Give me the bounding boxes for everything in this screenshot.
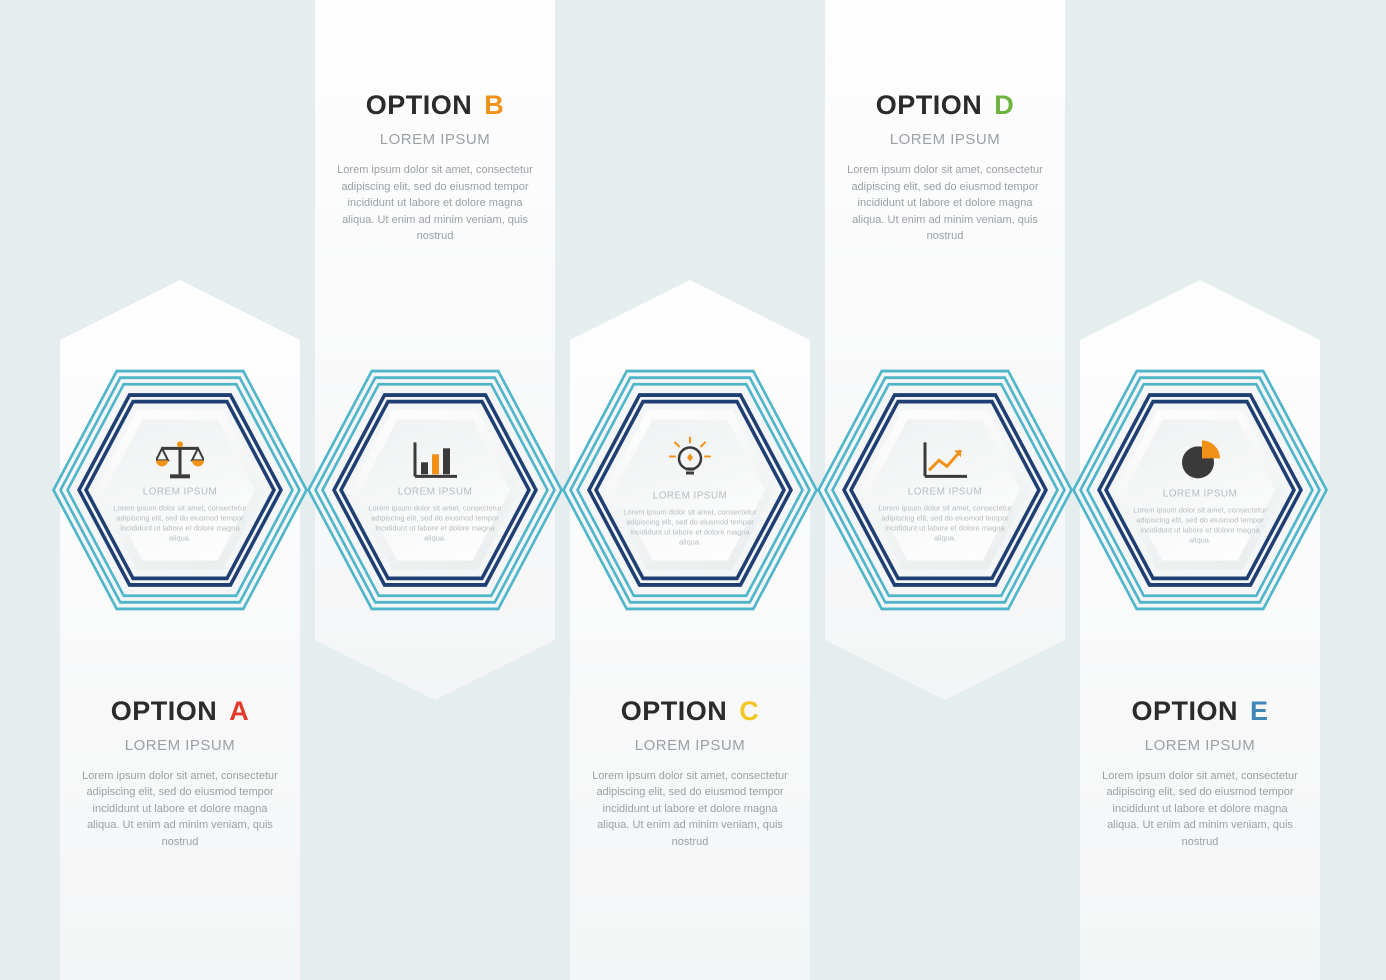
option-body-b: Lorem ipsum dolor sit amet, consectetur … <box>335 162 535 245</box>
option-text-e: OPTION E LOREM IPSUM Lorem ipsum dolor s… <box>1100 696 1300 851</box>
option-column-d: OPTION D LOREM IPSUM Lorem ipsum dolor s… <box>825 0 1065 700</box>
option-title-letter: D <box>994 90 1014 120</box>
option-column-b: OPTION B LOREM IPSUM Lorem ipsum dolor s… <box>315 0 555 700</box>
option-subtitle-b: LOREM IPSUM <box>335 131 535 148</box>
option-subtitle-c: LOREM IPSUM <box>590 737 790 754</box>
option-subtitle-a: LOREM IPSUM <box>80 737 280 754</box>
option-subtitle-d: LOREM IPSUM <box>845 131 1045 148</box>
option-title-e: OPTION E <box>1100 696 1300 727</box>
option-text-a: OPTION A LOREM IPSUM Lorem ipsum dolor s… <box>80 696 280 851</box>
option-title-prefix: OPTION <box>621 696 736 726</box>
option-body-e: Lorem ipsum dolor sit amet, consectetur … <box>1100 768 1300 851</box>
option-text-c: OPTION C LOREM IPSUM Lorem ipsum dolor s… <box>590 696 790 851</box>
option-body-d: Lorem ipsum dolor sit amet, consectetur … <box>845 162 1045 245</box>
option-title-prefix: OPTION <box>1131 696 1246 726</box>
option-title-d: OPTION D <box>845 90 1045 121</box>
option-title-letter: C <box>739 696 759 726</box>
infographic-stage: OPTION A LOREM IPSUM Lorem ipsum dolor s… <box>0 0 1386 980</box>
option-column-a: OPTION A LOREM IPSUM Lorem ipsum dolor s… <box>60 280 300 980</box>
option-title-prefix: OPTION <box>111 696 226 726</box>
option-title-b: OPTION B <box>335 90 535 121</box>
option-title-prefix: OPTION <box>366 90 481 120</box>
option-subtitle-e: LOREM IPSUM <box>1100 737 1300 754</box>
option-text-b: OPTION B LOREM IPSUM Lorem ipsum dolor s… <box>335 90 535 245</box>
option-column-e: OPTION E LOREM IPSUM Lorem ipsum dolor s… <box>1080 280 1320 980</box>
option-text-d: OPTION D LOREM IPSUM Lorem ipsum dolor s… <box>845 90 1045 245</box>
option-body-c: Lorem ipsum dolor sit amet, consectetur … <box>590 768 790 851</box>
option-title-prefix: OPTION <box>876 90 991 120</box>
option-column-c: OPTION C LOREM IPSUM Lorem ipsum dolor s… <box>570 280 810 980</box>
option-title-letter: A <box>229 696 249 726</box>
option-title-a: OPTION A <box>80 696 280 727</box>
option-title-letter: E <box>1250 696 1269 726</box>
option-title-letter: B <box>484 90 504 120</box>
option-body-a: Lorem ipsum dolor sit amet, consectetur … <box>80 768 280 851</box>
option-title-c: OPTION C <box>590 696 790 727</box>
